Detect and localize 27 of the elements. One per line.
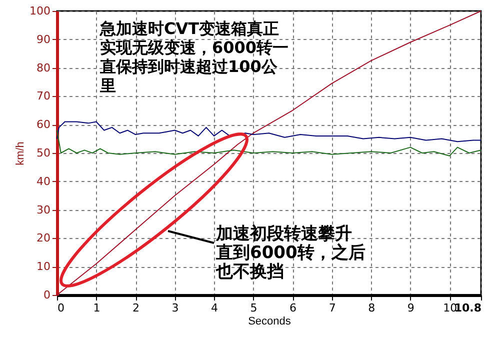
y-tick-label: 10	[36, 260, 50, 274]
y-tick-label: 30	[36, 203, 50, 216]
y-tick-label: 100	[30, 4, 50, 18]
y-tick-label: 40	[36, 174, 50, 188]
x-tick-label: 7	[328, 302, 336, 314]
line-series	[56, 130, 482, 156]
x-tick-label: 5	[250, 302, 258, 314]
x-tick-label: 2	[132, 302, 140, 314]
x-tick-label: 6	[290, 302, 297, 314]
x-tick-label: 3	[172, 302, 179, 314]
annotation: 急加速时CVT变速箱真正实现无级变速，6000转一直保持到时速超过100公里	[100, 19, 290, 95]
x-tick-label: 0	[58, 302, 64, 314]
x-axis-title: Seconds	[248, 316, 292, 328]
y-tick-label: 60	[36, 118, 50, 132]
y-tick-label: 70	[36, 90, 50, 103]
annotation: 加速初段转速攀升直到6000转，之后也不换挡	[216, 224, 366, 282]
y-tick-label: 20	[36, 232, 50, 245]
y-tick-label: 50	[36, 146, 50, 160]
y-axis-title: km/h	[14, 142, 27, 166]
x-tick-label: 9	[407, 302, 414, 314]
line-series	[56, 121, 482, 142]
y-tick-label: 0	[44, 288, 50, 302]
x-tick-label: 1	[93, 302, 100, 314]
y-tick-label: 90	[36, 32, 50, 46]
x-tick-label: 8	[368, 302, 376, 314]
y-tick-label: 80	[36, 61, 50, 74]
x-tick-label: 4	[211, 302, 218, 314]
